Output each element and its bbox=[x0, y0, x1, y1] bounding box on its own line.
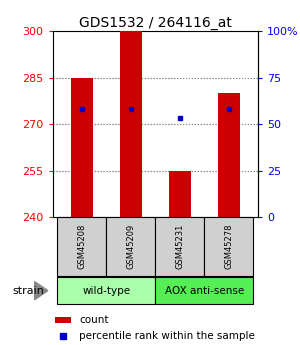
Text: count: count bbox=[79, 315, 109, 325]
Bar bbox=[169, 171, 191, 217]
Text: AOX anti-sense: AOX anti-sense bbox=[165, 286, 244, 296]
Bar bbox=[120, 31, 142, 217]
Text: strain: strain bbox=[12, 286, 44, 296]
Text: GSM45231: GSM45231 bbox=[175, 224, 184, 269]
Bar bbox=[155, 277, 253, 304]
Title: GDS1532 / 264116_at: GDS1532 / 264116_at bbox=[79, 16, 232, 30]
Bar bbox=[55, 317, 71, 323]
Bar bbox=[71, 78, 93, 217]
Bar bbox=[204, 217, 253, 276]
Text: GSM45209: GSM45209 bbox=[126, 224, 135, 269]
Text: percentile rank within the sample: percentile rank within the sample bbox=[79, 331, 255, 341]
Bar bbox=[218, 93, 240, 217]
Text: wild-type: wild-type bbox=[82, 286, 130, 296]
Bar bbox=[155, 217, 204, 276]
Text: GSM45208: GSM45208 bbox=[77, 224, 86, 269]
Polygon shape bbox=[35, 282, 48, 300]
Text: GSM45278: GSM45278 bbox=[224, 224, 233, 269]
Bar bbox=[106, 217, 155, 276]
Bar bbox=[57, 277, 155, 304]
Bar bbox=[57, 217, 106, 276]
